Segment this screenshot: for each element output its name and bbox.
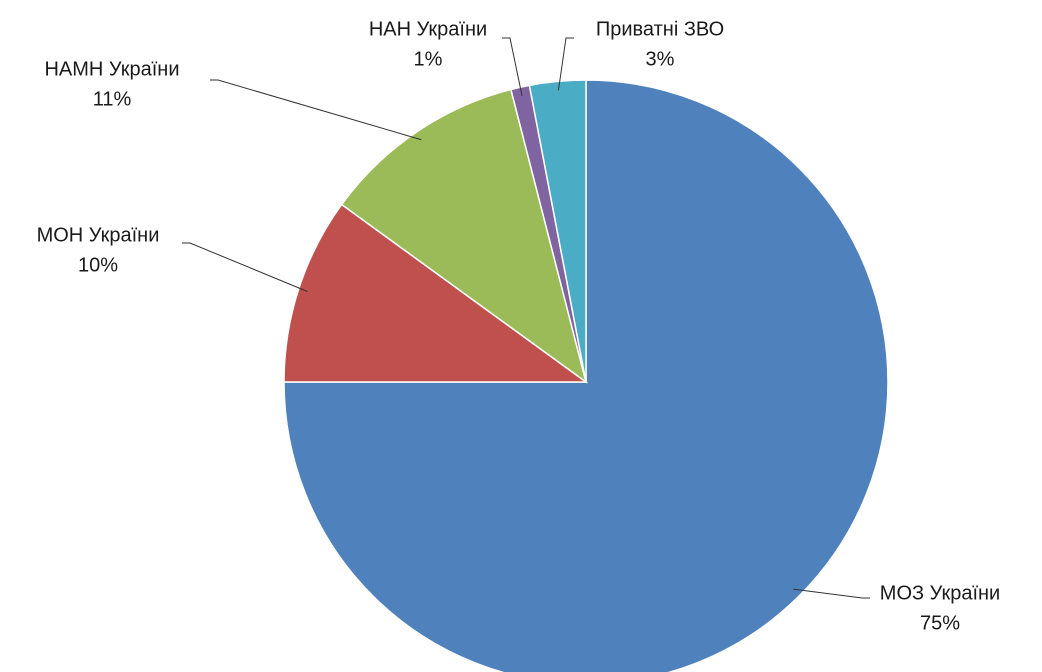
category-label: МОЗ України (880, 582, 1000, 604)
category-label: НАМН України (44, 58, 179, 80)
leader-line (557, 37, 574, 91)
category-label: МОН України (37, 224, 160, 246)
pie-slice (340, 88, 588, 384)
leader-line (793, 588, 870, 599)
value-label: 1% (414, 48, 443, 70)
value-label: 10% (78, 254, 118, 276)
value-label: 75% (920, 612, 960, 634)
value-label: 3% (646, 48, 675, 70)
leader-line (502, 37, 523, 97)
pie-slice (528, 79, 587, 383)
pie-slice (283, 203, 589, 383)
leader-line (182, 242, 308, 292)
leader-line (210, 79, 422, 141)
value-label: 11% (93, 88, 132, 110)
category-label: НАН України (369, 18, 487, 40)
category-label: Приватні ЗВО (596, 18, 724, 40)
